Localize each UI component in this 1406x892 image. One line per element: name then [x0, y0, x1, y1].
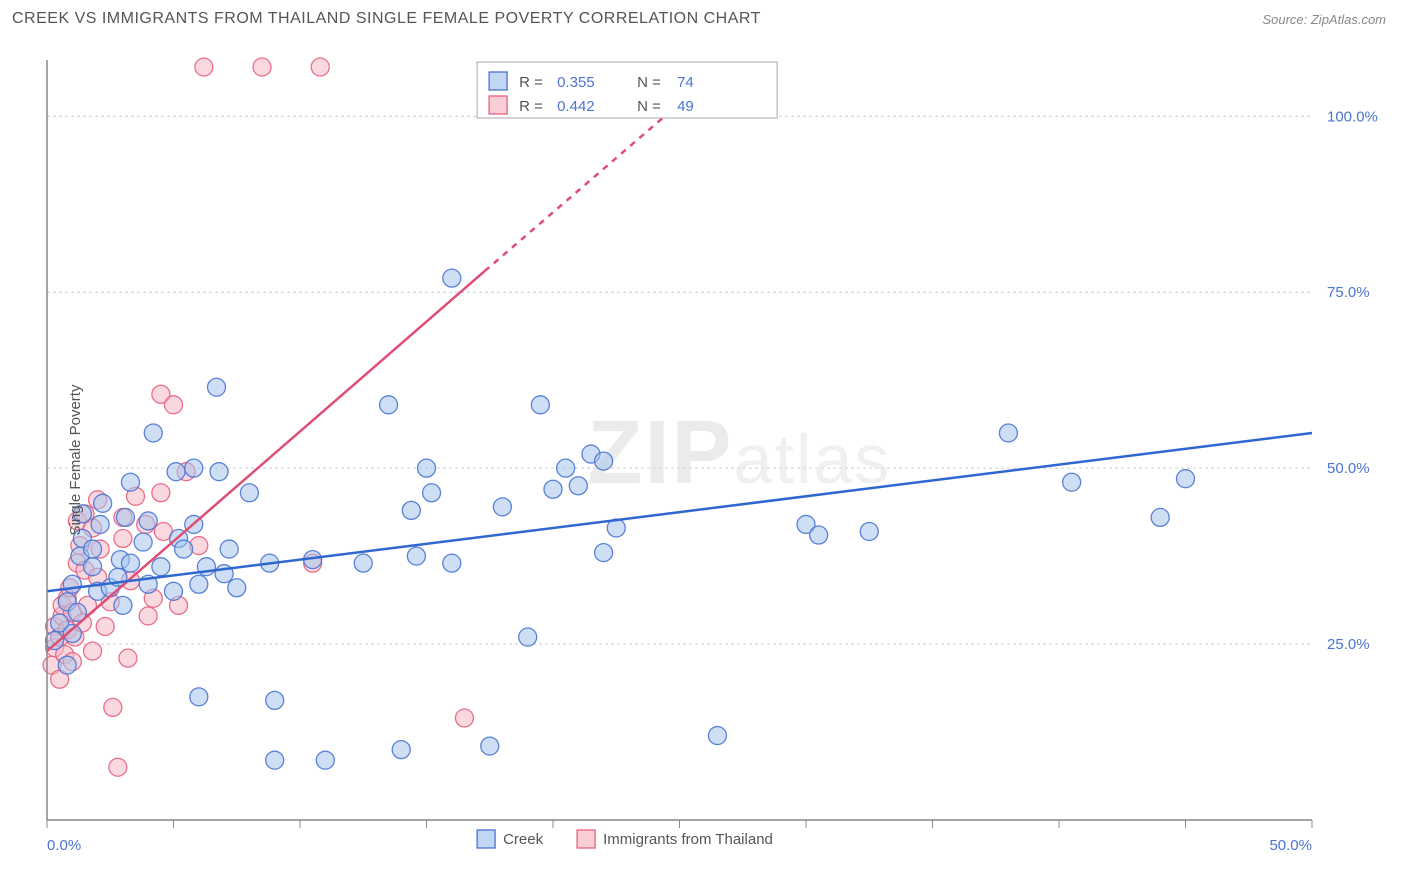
- data-point: [999, 424, 1017, 442]
- data-point: [220, 540, 238, 558]
- data-point: [195, 58, 213, 76]
- data-point: [210, 463, 228, 481]
- data-point: [58, 656, 76, 674]
- data-point: [253, 58, 271, 76]
- data-point: [443, 554, 461, 572]
- data-point: [810, 526, 828, 544]
- data-point: [860, 522, 878, 540]
- data-point: [557, 459, 575, 477]
- svg-text:ZIPatlas: ZIPatlas: [588, 403, 892, 503]
- data-point: [392, 741, 410, 759]
- legend-label: Immigrants from Thailand: [603, 831, 773, 848]
- data-point: [418, 459, 436, 477]
- svg-text:0.442: 0.442: [557, 98, 595, 115]
- data-point: [94, 494, 112, 512]
- data-point: [144, 424, 162, 442]
- svg-text:N =: N =: [637, 98, 661, 115]
- data-point: [152, 484, 170, 502]
- data-point: [208, 378, 226, 396]
- data-point: [114, 596, 132, 614]
- data-point: [311, 58, 329, 76]
- data-point: [423, 484, 441, 502]
- data-point: [595, 544, 613, 562]
- data-point: [104, 698, 122, 716]
- data-point: [139, 607, 157, 625]
- data-point: [165, 582, 183, 600]
- svg-text:N =: N =: [637, 74, 661, 91]
- data-point: [455, 709, 473, 727]
- data-point: [1177, 470, 1195, 488]
- legend-swatch: [577, 830, 595, 848]
- svg-text:100.0%: 100.0%: [1327, 108, 1378, 125]
- svg-text:R =: R =: [519, 74, 543, 91]
- data-point: [63, 575, 81, 593]
- data-point: [595, 452, 613, 470]
- data-point: [708, 727, 726, 745]
- data-point: [114, 530, 132, 548]
- legend-swatch: [477, 830, 495, 848]
- data-point: [531, 396, 549, 414]
- data-point: [240, 484, 258, 502]
- svg-text:0.355: 0.355: [557, 74, 595, 91]
- data-point: [190, 575, 208, 593]
- data-point: [139, 512, 157, 530]
- data-point: [266, 751, 284, 769]
- data-point: [165, 396, 183, 414]
- data-point: [121, 554, 139, 572]
- data-point: [91, 515, 109, 533]
- data-point: [228, 579, 246, 597]
- svg-text:R =: R =: [519, 98, 543, 115]
- data-point: [519, 628, 537, 646]
- data-point: [443, 269, 461, 287]
- svg-text:50.0%: 50.0%: [1269, 837, 1312, 854]
- data-point: [493, 498, 511, 516]
- data-point: [266, 691, 284, 709]
- legend-label: Creek: [503, 831, 544, 848]
- data-point: [175, 540, 193, 558]
- y-axis-label: Single Female Poverty: [67, 385, 84, 536]
- trend-line: [47, 271, 485, 651]
- data-point: [116, 508, 134, 526]
- data-point: [544, 480, 562, 498]
- svg-text:50.0%: 50.0%: [1327, 460, 1370, 477]
- data-point: [380, 396, 398, 414]
- data-point: [152, 558, 170, 576]
- data-point: [569, 477, 587, 495]
- data-point: [185, 459, 203, 477]
- chart-source: Source: ZipAtlas.com: [1262, 12, 1386, 27]
- legend-swatch: [489, 72, 507, 90]
- data-point: [354, 554, 372, 572]
- data-point: [407, 547, 425, 565]
- data-point: [109, 758, 127, 776]
- svg-text:75.0%: 75.0%: [1327, 284, 1370, 301]
- data-point: [316, 751, 334, 769]
- data-point: [402, 501, 420, 519]
- data-point: [84, 642, 102, 660]
- svg-text:25.0%: 25.0%: [1327, 636, 1370, 653]
- svg-text:74: 74: [677, 74, 694, 91]
- data-point: [134, 533, 152, 551]
- data-point: [121, 473, 139, 491]
- data-point: [481, 737, 499, 755]
- data-point: [1063, 473, 1081, 491]
- data-point: [96, 617, 114, 635]
- svg-text:49: 49: [677, 98, 694, 115]
- data-point: [84, 540, 102, 558]
- legend-swatch: [489, 96, 507, 114]
- data-point: [167, 463, 185, 481]
- svg-text:0.0%: 0.0%: [47, 837, 81, 854]
- data-point: [84, 558, 102, 576]
- chart-title: CREEK VS IMMIGRANTS FROM THAILAND SINGLE…: [12, 10, 761, 28]
- data-point: [1151, 508, 1169, 526]
- chart-area: Single Female Poverty 25.0% 50.0% 75.0% 100…: [12, 40, 1392, 880]
- chart-svg: 25.0% 50.0% 75.0% 100.0% ZIPatlas 0.0% 50.0% R …: [12, 40, 1392, 880]
- data-point: [190, 688, 208, 706]
- data-point: [119, 649, 137, 667]
